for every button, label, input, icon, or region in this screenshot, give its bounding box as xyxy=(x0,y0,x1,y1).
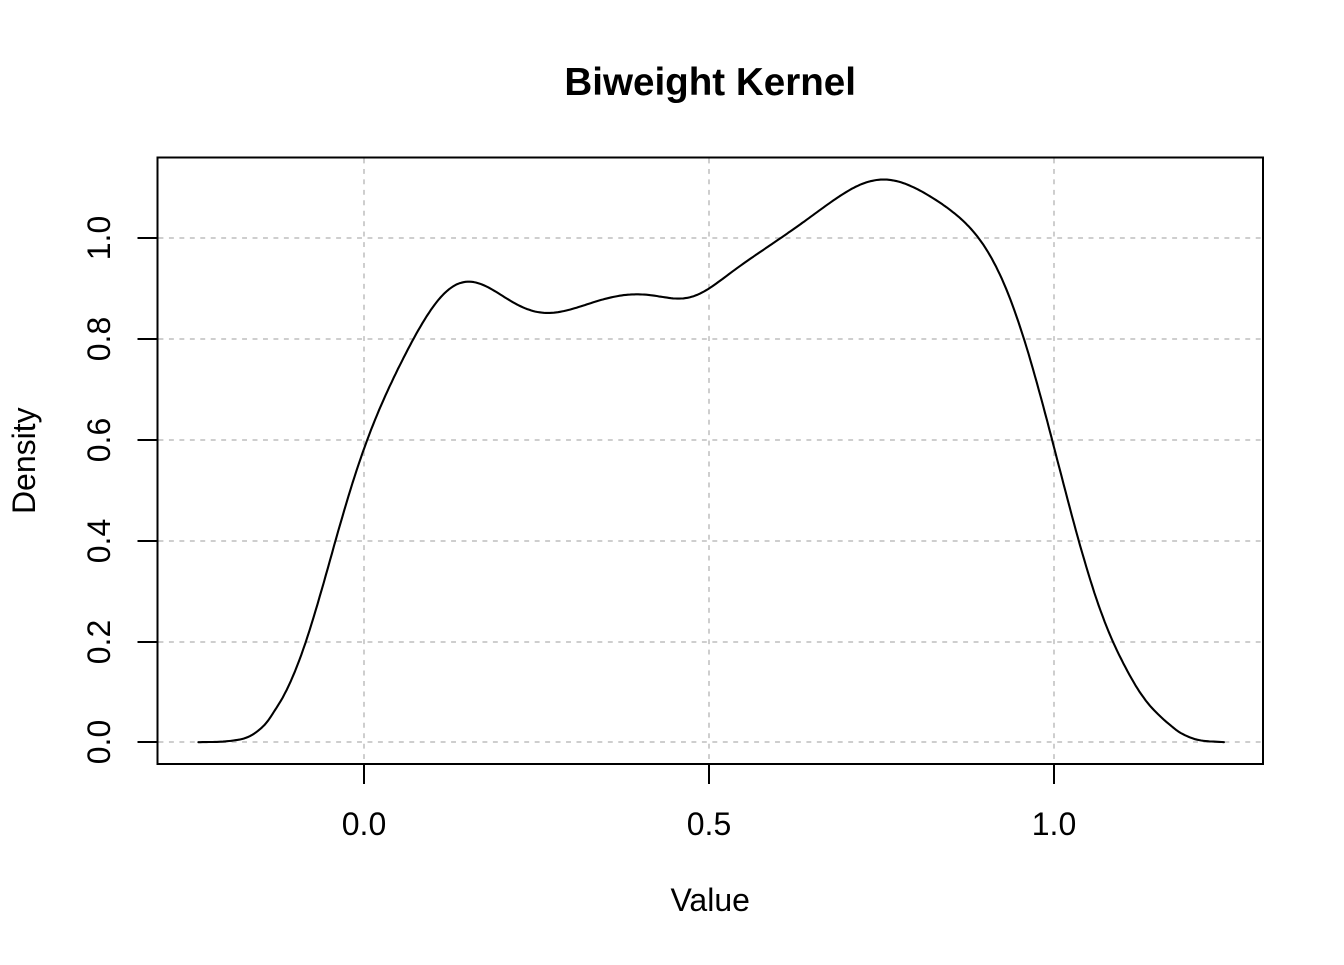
svg-text:0.0: 0.0 xyxy=(81,720,117,764)
svg-text:Biweight Kernel: Biweight Kernel xyxy=(564,61,856,104)
svg-text:0.2: 0.2 xyxy=(81,620,117,664)
svg-text:0.0: 0.0 xyxy=(342,806,386,842)
svg-text:1.0: 1.0 xyxy=(1032,806,1076,842)
svg-text:1.0: 1.0 xyxy=(81,216,117,260)
svg-text:0.8: 0.8 xyxy=(81,317,117,361)
svg-text:0.4: 0.4 xyxy=(81,519,117,563)
svg-text:0.6: 0.6 xyxy=(81,418,117,462)
svg-text:Density: Density xyxy=(6,407,42,514)
svg-text:Value: Value xyxy=(670,882,749,918)
svg-text:0.5: 0.5 xyxy=(687,806,731,842)
